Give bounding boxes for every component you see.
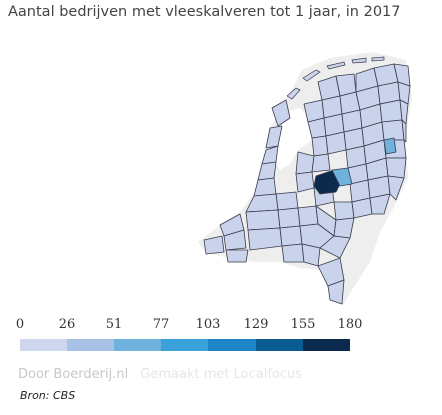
regions [203,63,411,305]
island [371,56,385,62]
region [261,145,279,165]
highlighted-regions [313,137,397,195]
ijsselmeer [274,108,314,170]
region [387,175,405,201]
region [325,131,347,155]
region [257,161,277,181]
credit-localfocus[interactable]: Gemaakt met Localfocus [140,367,303,382]
source-note: Bron: CBS [20,389,76,402]
region [327,279,345,305]
region [275,191,299,211]
region [379,99,403,123]
region [295,171,315,193]
region [297,205,319,227]
region [271,99,291,127]
region [333,201,355,221]
region [281,243,305,263]
wadden-islands [286,56,385,100]
region [311,153,331,173]
region [385,157,407,179]
island [326,61,346,70]
region-mid-value [331,167,353,187]
credit-author[interactable]: Door Boerderij.nl [18,367,129,382]
island [286,87,301,100]
region [225,249,249,263]
region [253,177,277,197]
region [203,235,225,255]
region [333,217,355,239]
chart-title: Aantal bedrijven met vleeskalveren tot 1… [8,4,401,20]
region [223,229,247,251]
region [247,227,283,251]
region [311,135,329,157]
region [369,193,391,215]
region [277,207,301,229]
region [245,209,281,231]
region [401,119,407,143]
region [351,197,373,219]
region [245,193,279,213]
region [319,235,351,259]
island [302,69,321,82]
region [295,151,315,175]
island [351,57,367,64]
region [381,119,405,141]
region-mid-value [383,137,397,155]
region [279,225,303,247]
credits: Door Boerderij.nl Gemaakt met Localfocus [18,367,302,382]
